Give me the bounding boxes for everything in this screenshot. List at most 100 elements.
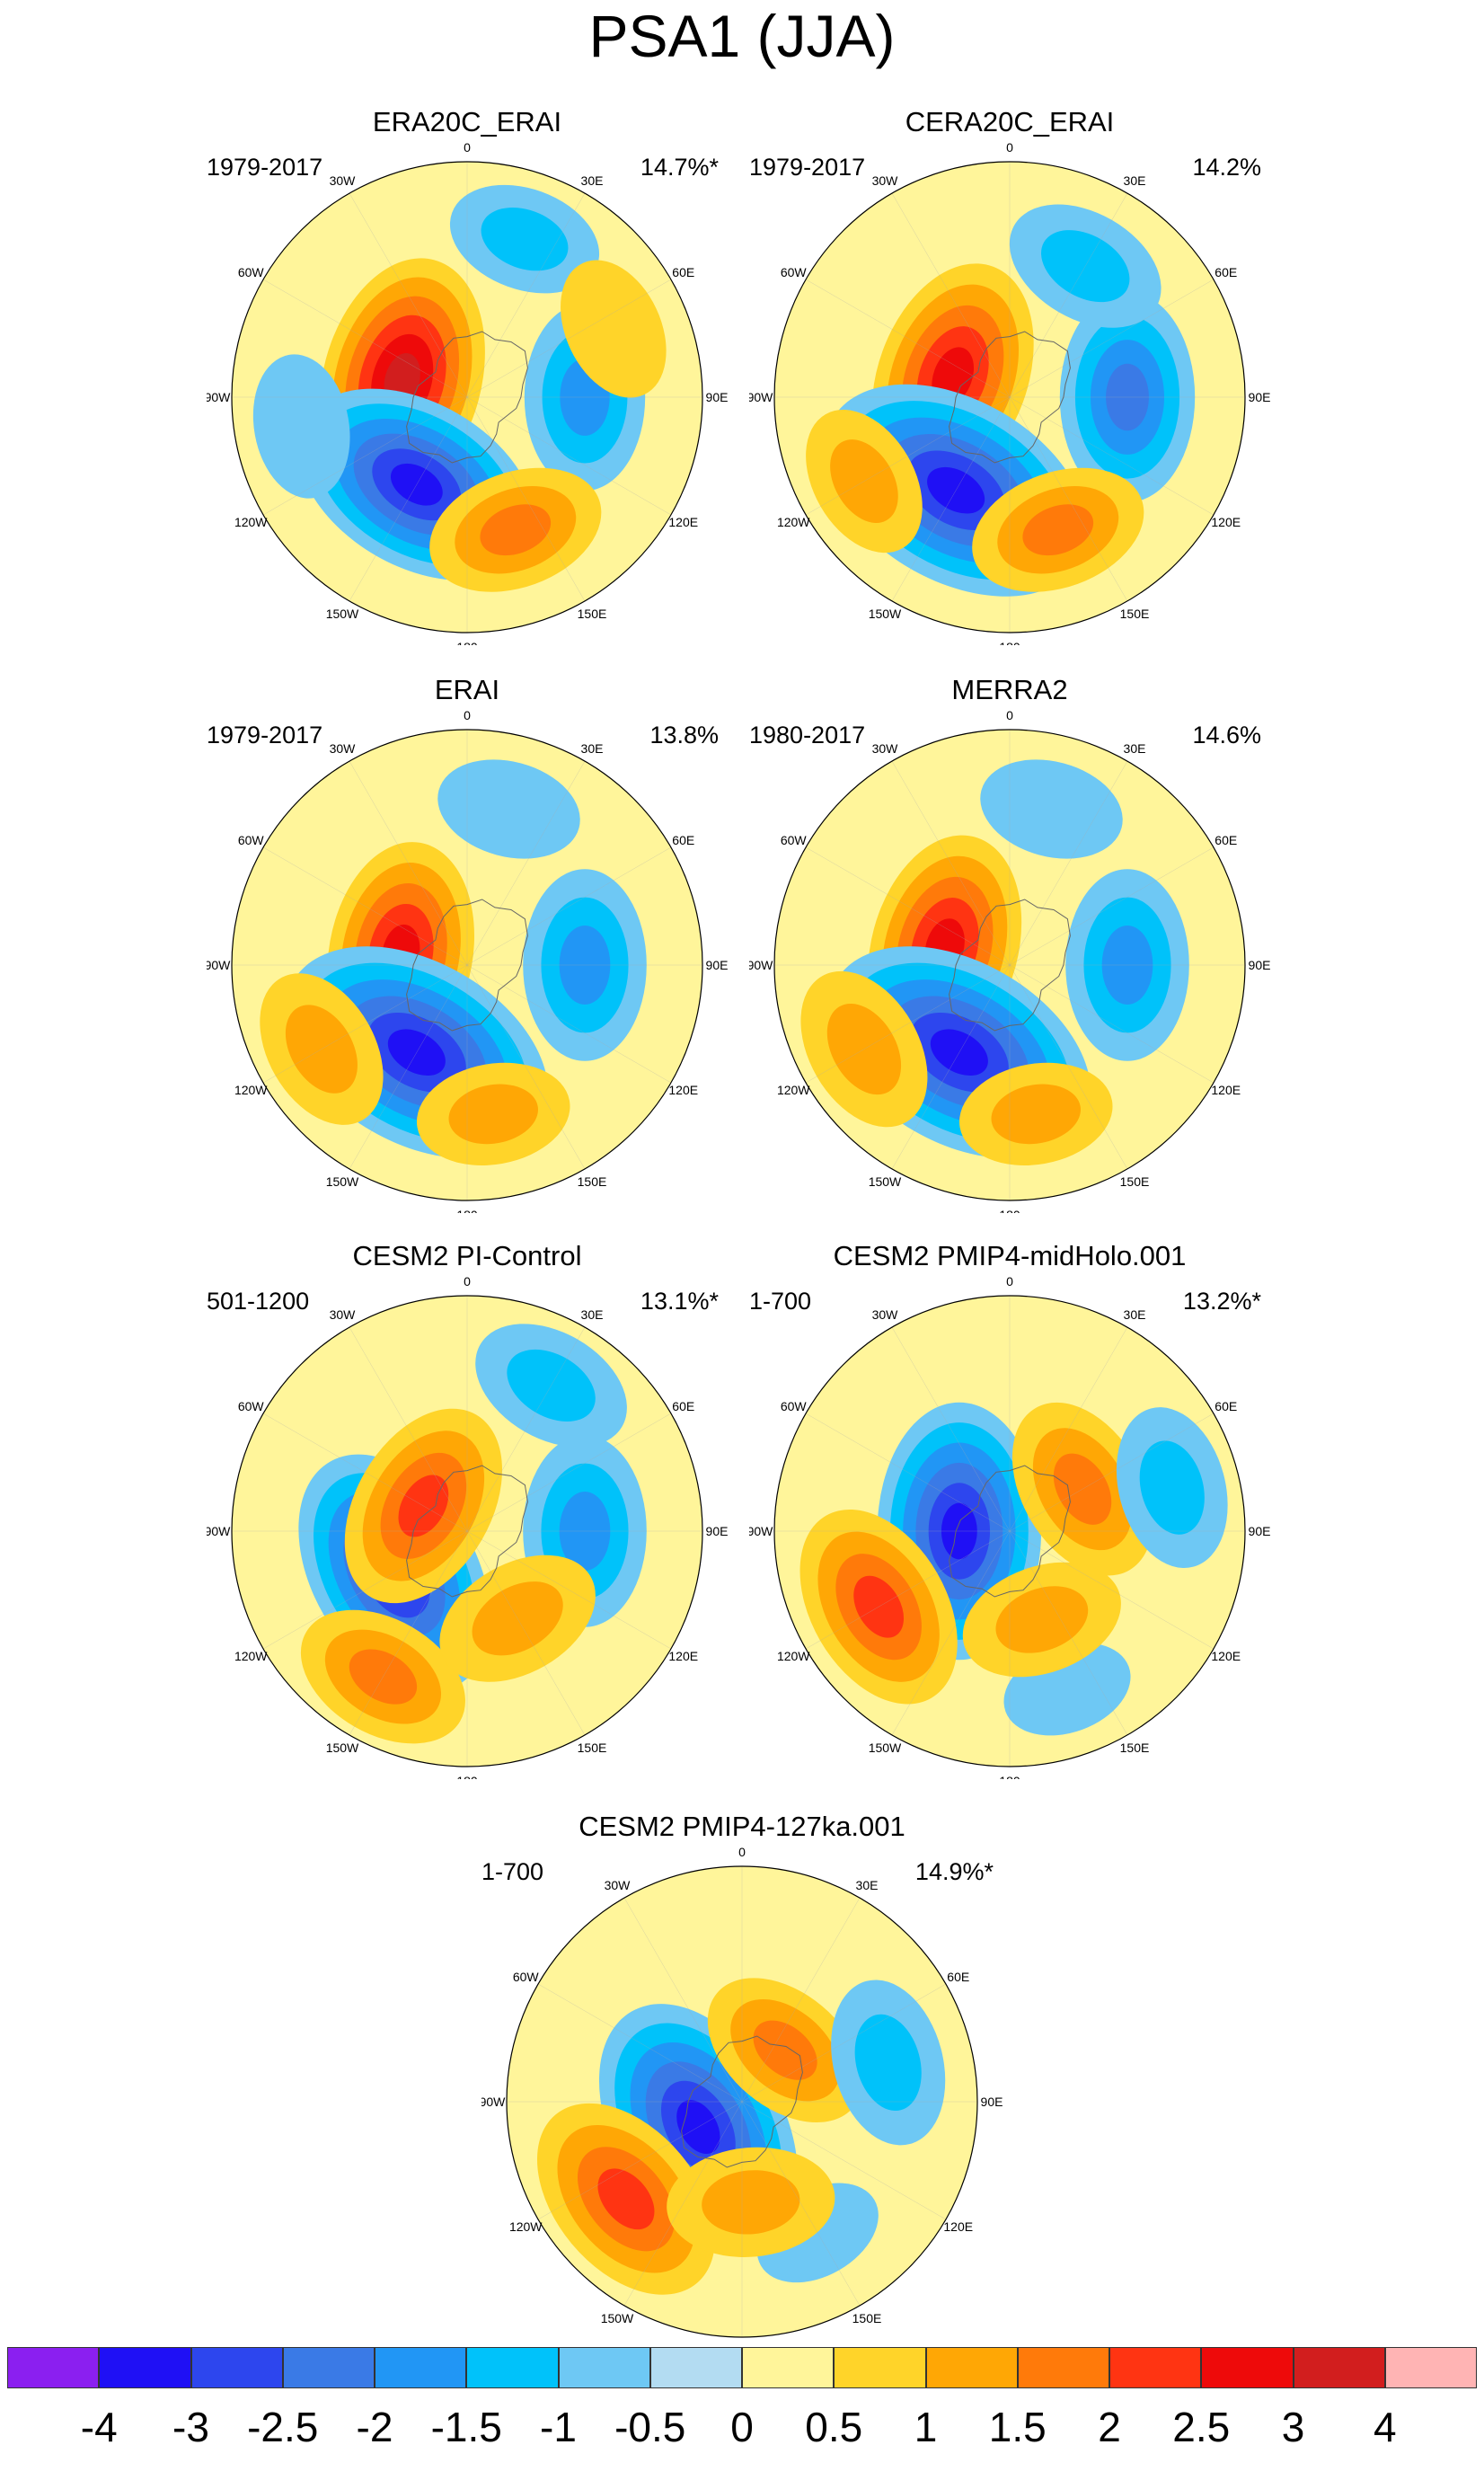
longitude-label: 120W	[777, 1649, 810, 1663]
longitude-label: 150W	[869, 1174, 902, 1189]
polar-map-svg: 0 30E 60E 90E 120E 150E 180 150W 120W 90W 60W 30W	[749, 710, 1270, 1213]
longitude-label: 120E	[668, 515, 698, 529]
longitude-label: 180	[999, 1774, 1020, 1779]
map-rim	[231, 1295, 703, 1767]
meridian-line	[891, 1530, 1011, 1735]
meridian-line	[349, 1530, 468, 1735]
meridian-line	[263, 846, 468, 966]
meridian-line	[349, 396, 468, 601]
longitude-label: 30W	[872, 173, 899, 188]
longitude-label: 60E	[1215, 1399, 1237, 1413]
panel-variance: 14.7%*	[640, 154, 719, 181]
panel-variance: 14.2%	[1192, 154, 1261, 181]
polar-map: 0 30E 60E 90E 120E 150E 180 150W 120W 90W 60W 30W	[207, 710, 728, 1213]
panel-title: CESM2 PMIP4-127ka.001	[579, 1811, 905, 1842]
panel-period: 1-700	[749, 1288, 812, 1315]
colorbar-tick-label: 0	[730, 2404, 754, 2450]
panel-variance: 13.1%*	[640, 1288, 719, 1315]
meridian-line	[891, 396, 1011, 601]
meridian-line	[891, 1327, 1011, 1532]
meridian-line	[466, 846, 671, 966]
polar-map: 0 30E 60E 90E 120E 150E 180 150W 120W 90W 60W 30W	[749, 710, 1270, 1213]
meridian-line	[349, 964, 468, 1169]
meridian-line	[806, 1530, 1011, 1650]
panel-variance: 13.2%*	[1182, 1288, 1261, 1315]
panel-merra2: MERRA2 1980-2017 14.6% 0 30E 60E 90E 120E 150…	[749, 674, 1270, 1213]
longitude-label: 0	[464, 142, 471, 155]
meridian-line	[466, 964, 671, 1084]
meridian-line	[806, 1413, 1011, 1532]
longitude-label: 30W	[330, 1307, 357, 1322]
panel-cesm2-pi-control: CESM2 PI-Control 501-1200 13.1%* 0 30E 60E…	[207, 1240, 728, 1779]
longitude-label: 90E	[1249, 958, 1270, 972]
longitude-label: 30E	[856, 1878, 879, 1892]
longitude-label: 180	[999, 640, 1020, 645]
longitude-label: 30W	[330, 741, 357, 756]
longitude-label: 150E	[578, 607, 607, 621]
longitude-label: 150E	[1120, 607, 1150, 621]
anomaly-contour	[1139, 1440, 1205, 1535]
panel-cesm2-midholo: CESM2 PMIP4-midHolo.001 1-700 13.2%* 0 30…	[749, 1240, 1270, 1779]
meridian-line	[891, 964, 1011, 1169]
longitude-label: 30E	[581, 173, 604, 188]
longitude-label: 120W	[777, 515, 810, 529]
longitude-label: 30W	[872, 1307, 899, 1322]
meridian-line	[466, 761, 586, 966]
panel-period: 1979-2017	[207, 722, 323, 748]
longitude-label: 90W	[749, 1524, 773, 1538]
meridian-line	[1009, 279, 1214, 398]
longitude-label: 150E	[578, 1174, 607, 1189]
longitude-label: 90W	[749, 958, 773, 972]
panel-period: 1979-2017	[749, 154, 866, 181]
meridian-line	[741, 2101, 861, 2306]
meridian-line	[263, 964, 468, 1084]
polar-map: 0 30E 60E 90E 120E 150E 180 150W 120W 90W 60W 30W	[749, 142, 1270, 645]
meridian-line	[891, 761, 1011, 966]
longitude-label: 0	[464, 710, 471, 722]
meridian-line	[1009, 1327, 1128, 1532]
polar-map: 0 30E 60E 90E 120E 150E 180 150W 120W 90W 60W 30W	[207, 1276, 728, 1779]
longitude-label: 150W	[326, 1741, 359, 1755]
longitude-label: 0	[1006, 142, 1013, 155]
antarctica-coastline	[949, 1465, 1071, 1598]
polar-map-svg: 0 30E 60E 90E 120E 150E 180 150W 120W 90W 60W 30W	[207, 142, 728, 645]
longitude-label: 150W	[326, 607, 359, 621]
colorbar-swatch	[282, 2347, 375, 2388]
meridian-line	[1009, 846, 1214, 966]
anomaly-contour	[1022, 504, 1094, 556]
meridian-line	[1009, 1413, 1214, 1532]
longitude-label: 0	[1006, 710, 1013, 722]
polar-map: 0 30E 60E 90E 120E 150E 180 150W 120W 90W 60W 30W	[749, 1276, 1270, 1779]
antarctica-coastline	[681, 2035, 803, 2168]
anomaly-contour	[481, 207, 569, 271]
longitude-label: 150W	[326, 1174, 359, 1189]
longitude-label: 180	[999, 1208, 1020, 1213]
longitude-label: 90E	[1249, 1524, 1270, 1538]
meridian-line	[1009, 193, 1128, 398]
colorbar-tick-label: 0.5	[805, 2404, 863, 2450]
longitude-label: 120W	[234, 1649, 268, 1663]
panel-title: CESM2 PMIP4-midHolo.001	[833, 1240, 1187, 1271]
colorbar-swatch	[466, 2347, 559, 2388]
longitude-label: 60E	[672, 1399, 694, 1413]
longitude-label: 30E	[1124, 1307, 1146, 1322]
longitude-label: 60W	[513, 1970, 540, 1984]
panel-period: 1979-2017	[207, 154, 323, 181]
colorbar-tick-label: -1	[540, 2404, 577, 2450]
longitude-label: 30E	[1124, 173, 1146, 188]
polar-map-svg: 0 30E 60E 90E 120E 150E 180 150W 120W 90W 60W 30W	[749, 142, 1270, 645]
colorbar-tick-label: -2.5	[247, 2404, 319, 2450]
longitude-label: 60E	[1215, 265, 1237, 279]
longitude-label: 180	[456, 640, 478, 645]
longitude-label: 60E	[947, 1970, 969, 1984]
anomaly-contour	[561, 260, 667, 398]
colorbar-swatch	[649, 2347, 742, 2388]
longitude-label: 90W	[207, 1524, 231, 1538]
longitude-label: 30W	[872, 741, 899, 756]
longitude-label: 60W	[238, 833, 265, 847]
meridian-line	[1009, 1530, 1128, 1735]
antarctica-coastline	[949, 331, 1071, 464]
meridian-line	[806, 279, 1011, 398]
longitude-label: 60W	[781, 1399, 808, 1413]
longitude-label: 60W	[238, 1399, 265, 1413]
